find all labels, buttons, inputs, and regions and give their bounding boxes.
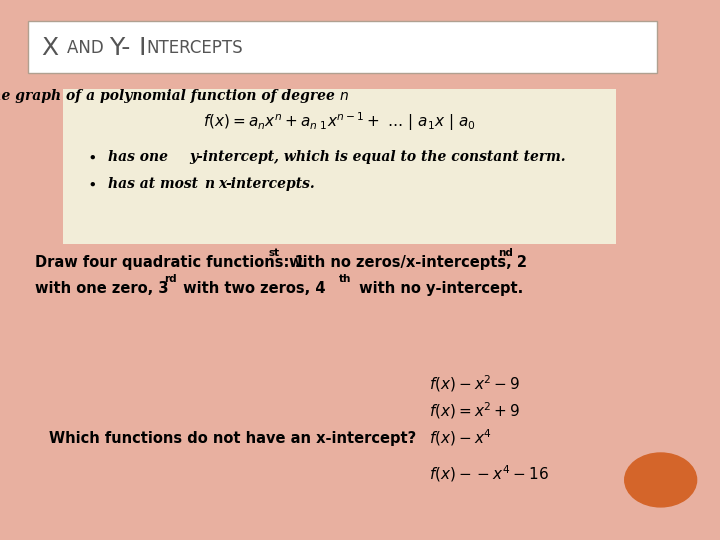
- Text: Y-: Y-: [109, 36, 138, 60]
- Text: NTERCEPTS: NTERCEPTS: [146, 39, 243, 57]
- Text: with one zero, 3: with one zero, 3: [35, 281, 168, 295]
- Text: y: y: [189, 150, 197, 164]
- Text: th: th: [339, 274, 351, 284]
- Circle shape: [625, 453, 697, 507]
- Text: $n$: $n$: [339, 89, 349, 103]
- Text: with no zeros/x-intercepts, 2: with no zeros/x-intercepts, 2: [284, 255, 527, 269]
- FancyBboxPatch shape: [28, 21, 657, 73]
- Text: X: X: [42, 36, 67, 60]
- Text: $f(x) = x^2 + 9$: $f(x) = x^2 + 9$: [429, 401, 521, 421]
- Text: st: st: [269, 248, 280, 258]
- Text: $f(x) = a_n x^n + a_{n\ 1} x^{n-1} +\ \ldots\ |\ a_1 x\ |\ a_0$: $f(x) = a_n x^n + a_{n\ 1} x^{n-1} +\ \l…: [203, 110, 476, 133]
- Text: n: n: [204, 177, 214, 191]
- Text: The graph of a polynomial function of degree: The graph of a polynomial function of de…: [0, 89, 339, 103]
- FancyBboxPatch shape: [63, 89, 616, 244]
- Text: -intercepts.: -intercepts.: [226, 177, 315, 191]
- Text: with two zeros, 4: with two zeros, 4: [179, 281, 325, 295]
- Text: has at most: has at most: [108, 177, 202, 191]
- Text: -intercept, which is equal to the constant term.: -intercept, which is equal to the consta…: [197, 150, 565, 164]
- Text: Draw four quadratic functions: 1: Draw four quadratic functions: 1: [35, 255, 305, 269]
- Text: $f(x) - -x^4 - 16$: $f(x) - -x^4 - 16$: [429, 463, 549, 483]
- Text: has one: has one: [108, 150, 173, 164]
- Text: $f(x) - x^4$: $f(x) - x^4$: [429, 428, 492, 448]
- Text: $f(x) - x^2 - 9$: $f(x) - x^2 - 9$: [429, 374, 521, 394]
- Text: nd: nd: [498, 248, 513, 258]
- Text: with no y-intercept.: with no y-intercept.: [354, 281, 523, 295]
- Text: rd: rd: [163, 274, 176, 284]
- Text: Which functions do not have an x-intercept?: Which functions do not have an x-interce…: [49, 431, 416, 446]
- Text: I: I: [138, 36, 146, 60]
- Text: $\bullet$: $\bullet$: [87, 150, 96, 164]
- Text: x: x: [218, 177, 227, 191]
- Text: AND: AND: [67, 39, 109, 57]
- Text: $\bullet$: $\bullet$: [87, 177, 96, 191]
